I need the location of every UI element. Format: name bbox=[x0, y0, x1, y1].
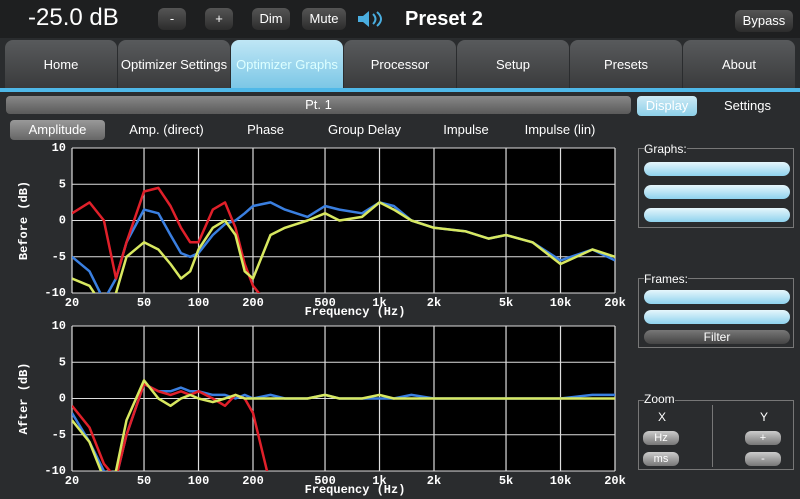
display-tab[interactable]: Display bbox=[637, 96, 697, 116]
nav-tab[interactable]: Optimizer Settings bbox=[118, 40, 230, 88]
x-tick-label: 200 bbox=[242, 296, 264, 310]
y-tick-label: 0 bbox=[59, 392, 66, 406]
frames-label: Frames: bbox=[644, 272, 689, 286]
x-tick-label: 5k bbox=[499, 296, 513, 310]
x-tick-label: 20 bbox=[65, 296, 79, 310]
y-tick-label: -5 bbox=[52, 428, 66, 442]
x-tick-label: 2k bbox=[427, 474, 441, 488]
nav-tab[interactable]: Processor bbox=[344, 40, 456, 88]
top-bar bbox=[0, 0, 800, 38]
subtab[interactable]: Impulse (lin) bbox=[524, 122, 596, 137]
nav-tab[interactable]: Optimizer Graphs bbox=[231, 40, 343, 88]
x-tick-label: 1k bbox=[372, 474, 386, 488]
frame-toggle[interactable] bbox=[644, 290, 790, 304]
x-tick-label: 5k bbox=[499, 474, 513, 488]
y-axis-label: After (dB) bbox=[17, 362, 31, 434]
subtab[interactable]: Group Delay bbox=[328, 122, 401, 137]
zoom-x-label: X bbox=[658, 410, 667, 424]
volume-up[interactable]: + bbox=[205, 8, 233, 30]
x-tick-label: 20k bbox=[604, 296, 626, 310]
subtab[interactable]: Amp. (direct) bbox=[129, 122, 204, 137]
frame-toggle[interactable] bbox=[644, 310, 790, 324]
x-tick-label: 10k bbox=[550, 296, 572, 310]
x-tick-label: 10k bbox=[550, 474, 572, 488]
x-tick-label: 20k bbox=[604, 474, 626, 488]
series-line bbox=[72, 186, 261, 293]
zoom-box bbox=[638, 400, 794, 470]
y-tick-label: -10 bbox=[44, 464, 66, 478]
nav-tab[interactable]: Home bbox=[5, 40, 117, 88]
zoom-ms[interactable]: ms bbox=[643, 452, 679, 466]
settings-tab[interactable]: Settings bbox=[724, 98, 771, 113]
frames-box bbox=[638, 278, 794, 348]
panel-title: Pt. 1 bbox=[6, 96, 631, 114]
x-tick-label: 1k bbox=[372, 296, 386, 310]
graph-toggle[interactable] bbox=[644, 185, 790, 199]
volume: -25.0 dB bbox=[28, 4, 119, 31]
subtab[interactable]: Amplitude bbox=[10, 120, 105, 140]
subtab[interactable]: Impulse bbox=[443, 122, 489, 137]
graphs-box bbox=[638, 148, 794, 228]
x-tick-label: 50 bbox=[137, 474, 151, 488]
y-tick-label: 0 bbox=[59, 214, 66, 228]
y-tick-label: -10 bbox=[44, 286, 66, 300]
x-axis-label: Frequency (Hz) bbox=[305, 483, 406, 497]
zoom-hz[interactable]: Hz bbox=[643, 431, 679, 445]
tab-underline bbox=[0, 88, 800, 92]
speaker-icon[interactable] bbox=[356, 10, 386, 28]
subtab[interactable]: Phase bbox=[247, 122, 284, 137]
y-tick-label: 10 bbox=[52, 141, 66, 155]
nav-tab[interactable]: Setup bbox=[457, 40, 569, 88]
volume-down[interactable]: - bbox=[158, 8, 186, 30]
zoom-label: Zoom bbox=[644, 392, 675, 406]
x-tick-label: 50 bbox=[137, 296, 151, 310]
x-tick-label: 2k bbox=[427, 296, 441, 310]
graph-toggle[interactable] bbox=[644, 162, 790, 176]
series-line bbox=[72, 379, 615, 471]
x-tick-label: 200 bbox=[242, 474, 264, 488]
dim-button[interactable]: Dim bbox=[252, 8, 290, 30]
zoom-y-label: Y bbox=[760, 410, 769, 424]
bypass-button[interactable]: Bypass bbox=[735, 10, 793, 32]
series-line bbox=[72, 201, 615, 293]
x-tick-label: 500 bbox=[314, 296, 336, 310]
zoom-in[interactable]: + bbox=[745, 431, 781, 445]
mute-button[interactable]: Mute bbox=[302, 8, 346, 30]
x-tick-label: 500 bbox=[314, 474, 336, 488]
graphs-label: Graphs: bbox=[644, 142, 687, 156]
x-axis-label: Frequency (Hz) bbox=[305, 305, 406, 318]
zoom-out[interactable]: - bbox=[745, 452, 781, 466]
nav-tab[interactable]: About bbox=[683, 40, 795, 88]
nav-tab[interactable]: Presets bbox=[570, 40, 682, 88]
x-tick-label: 100 bbox=[188, 296, 210, 310]
y-axis-label: Before (dB) bbox=[17, 181, 31, 260]
y-tick-label: -5 bbox=[52, 250, 66, 264]
x-tick-label: 100 bbox=[188, 474, 210, 488]
y-tick-label: 10 bbox=[52, 319, 66, 333]
x-tick-label: 20 bbox=[65, 474, 79, 488]
y-tick-label: 5 bbox=[59, 177, 66, 191]
filter-button[interactable]: Filter bbox=[644, 330, 790, 344]
preset-name: Preset 2 bbox=[405, 8, 483, 30]
y-tick-label: 5 bbox=[59, 355, 66, 369]
zoom-divider bbox=[712, 405, 713, 467]
graph-toggle[interactable] bbox=[644, 208, 790, 222]
